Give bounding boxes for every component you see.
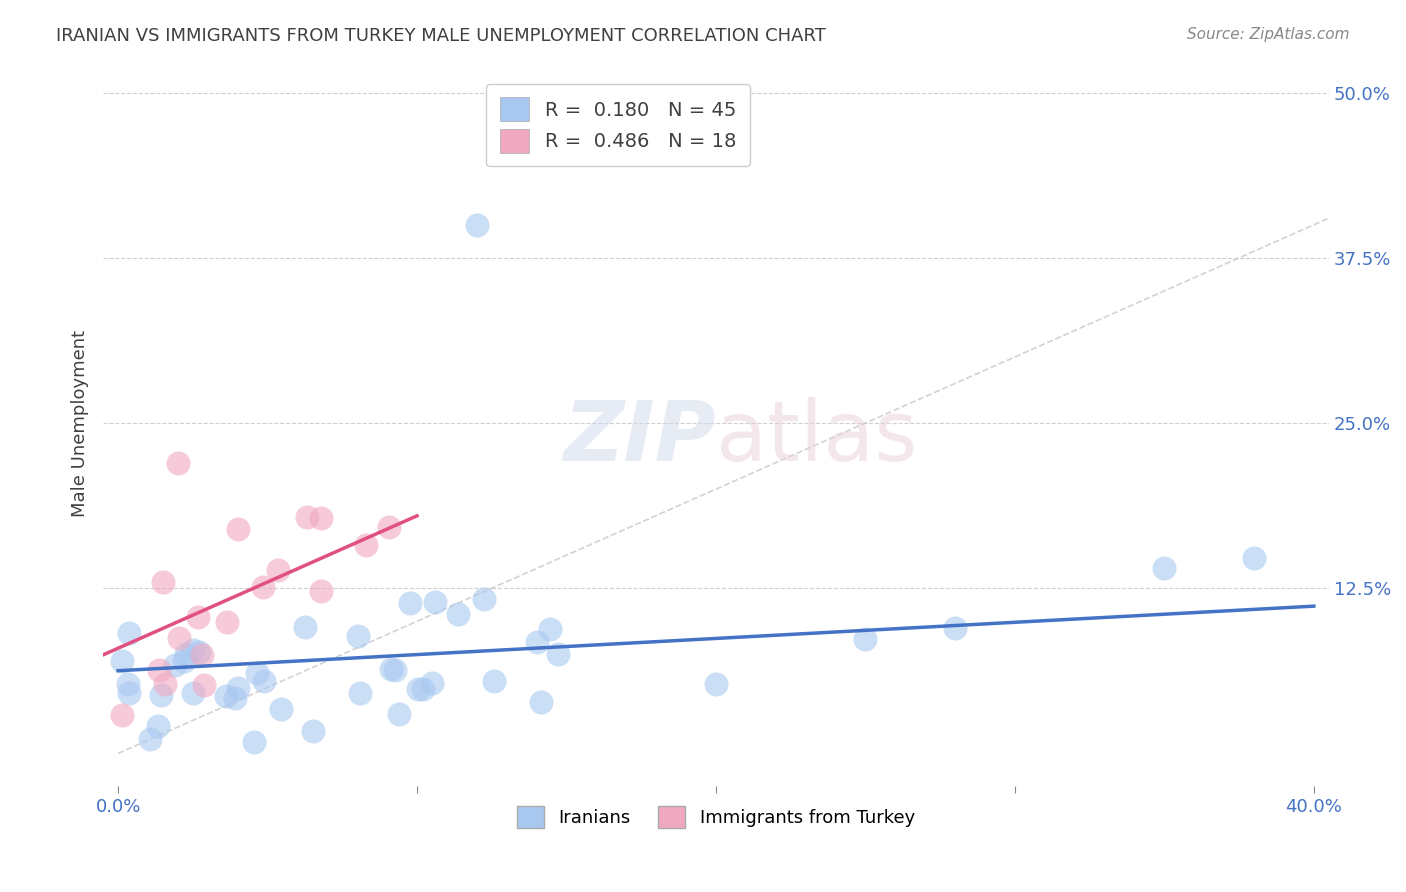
- Point: [193, 677, 215, 691]
- Point: [224, 690, 246, 705]
- Text: Source: ZipAtlas.com: Source: ZipAtlas.com: [1187, 27, 1350, 42]
- Point: [167, 631, 190, 645]
- Point: [526, 635, 548, 649]
- Point: [384, 663, 406, 677]
- Point: [378, 520, 401, 534]
- Text: atlas: atlas: [716, 397, 918, 478]
- Point: [855, 632, 877, 647]
- Point: [253, 674, 276, 689]
- Point: [226, 681, 249, 695]
- Legend: Iranians, Immigrants from Turkey: Iranians, Immigrants from Turkey: [510, 799, 922, 836]
- Point: [380, 662, 402, 676]
- Point: [354, 538, 377, 552]
- Point: [1243, 550, 1265, 565]
- Point: [530, 695, 553, 709]
- Point: [423, 595, 446, 609]
- Point: [118, 686, 141, 700]
- Point: [295, 510, 318, 524]
- Point: [243, 735, 266, 749]
- Point: [181, 686, 204, 700]
- Point: [270, 702, 292, 716]
- Point: [111, 654, 134, 668]
- Point: [217, 615, 239, 630]
- Text: ZIP: ZIP: [564, 397, 716, 478]
- Point: [412, 682, 434, 697]
- Point: [465, 218, 488, 232]
- Point: [174, 648, 197, 662]
- Y-axis label: Male Unemployment: Male Unemployment: [72, 329, 89, 516]
- Point: [226, 522, 249, 536]
- Point: [474, 592, 496, 607]
- Point: [420, 676, 443, 690]
- Point: [406, 681, 429, 696]
- Point: [150, 688, 173, 702]
- Point: [167, 456, 190, 470]
- Point: [117, 676, 139, 690]
- Point: [118, 625, 141, 640]
- Point: [302, 723, 325, 738]
- Point: [252, 580, 274, 594]
- Point: [163, 658, 186, 673]
- Point: [347, 629, 370, 643]
- Point: [215, 689, 238, 703]
- Point: [181, 642, 204, 657]
- Point: [704, 677, 727, 691]
- Point: [1153, 561, 1175, 575]
- Point: [111, 707, 134, 722]
- Point: [446, 607, 468, 622]
- Point: [309, 510, 332, 524]
- Point: [148, 719, 170, 733]
- Point: [398, 596, 420, 610]
- Point: [191, 648, 214, 663]
- Text: IRANIAN VS IMMIGRANTS FROM TURKEY MALE UNEMPLOYMENT CORRELATION CHART: IRANIAN VS IMMIGRANTS FROM TURKEY MALE U…: [56, 27, 827, 45]
- Point: [538, 622, 561, 636]
- Point: [152, 574, 174, 589]
- Point: [187, 609, 209, 624]
- Point: [153, 677, 176, 691]
- Point: [349, 686, 371, 700]
- Point: [482, 673, 505, 688]
- Point: [267, 563, 290, 577]
- Point: [547, 647, 569, 661]
- Point: [943, 621, 966, 635]
- Point: [309, 584, 332, 599]
- Point: [148, 664, 170, 678]
- Point: [139, 731, 162, 746]
- Point: [294, 620, 316, 634]
- Point: [187, 645, 209, 659]
- Point: [388, 706, 411, 721]
- Point: [246, 666, 269, 681]
- Point: [173, 654, 195, 668]
